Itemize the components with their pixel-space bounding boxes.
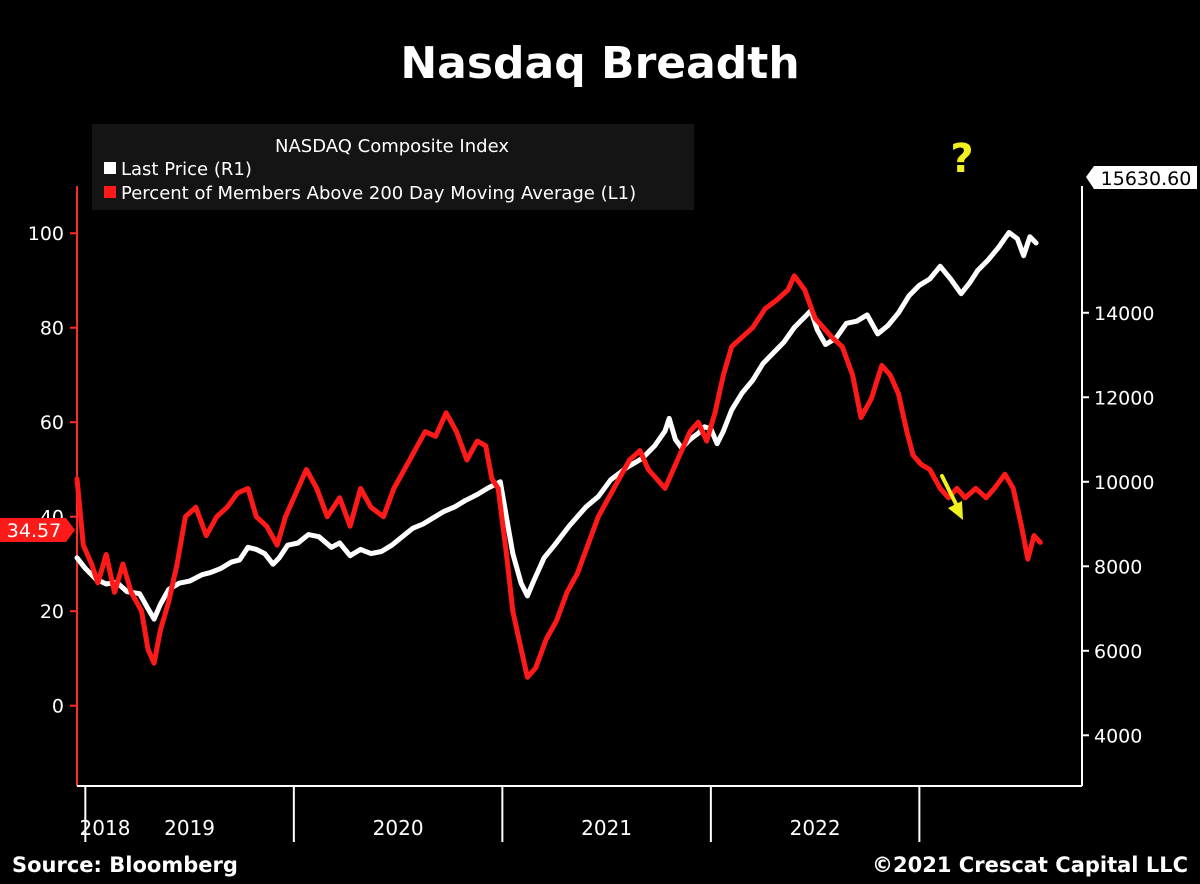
series-line-percent-above-200dma	[74, 273, 1043, 680]
series-line-last-price	[74, 230, 1039, 622]
right-tick-label: 4000	[1094, 725, 1142, 747]
left-tick-label: 20	[40, 601, 64, 623]
x-tick-label: 2020	[373, 816, 424, 840]
legend-box	[92, 124, 694, 210]
arrow-head-icon	[948, 501, 963, 520]
legend-entry-last-price: Last Price (R1)	[121, 159, 252, 180]
right-tick-label: 8000	[1094, 556, 1142, 578]
x-tick-label: 2022	[790, 816, 841, 840]
right-tick-label: 10000	[1094, 472, 1154, 494]
legend-swatch-last-price	[104, 162, 116, 174]
legend: NASDAQ Composite Index Last Price (R1) P…	[92, 124, 694, 210]
right-tick-label: 6000	[1094, 641, 1142, 663]
left-tick-label: 80	[40, 318, 64, 340]
last-price-value: 15630.60	[1101, 168, 1192, 190]
annotation-down-arrow	[940, 474, 963, 520]
x-axis-ticks: 2018 2019 2020 2021 2022	[80, 786, 921, 842]
right-tick-label: 12000	[1094, 387, 1154, 409]
x-tick-label: 2019	[164, 816, 215, 840]
x-tick-label: 2021	[581, 816, 632, 840]
last-price-badge: 15630.60	[1086, 166, 1197, 190]
left-tick-label: 100	[28, 223, 64, 245]
last-percent-badge: 34.57	[0, 518, 75, 542]
legend-title: NASDAQ Composite Index	[275, 136, 509, 157]
last-percent-value: 34.57	[7, 520, 61, 542]
copyright-label: ©2021 Crescat Capital LLC	[872, 853, 1188, 877]
x-tick-label: 2018	[80, 816, 131, 840]
last-percent-badge-shape	[0, 518, 75, 542]
legend-swatch-percent	[104, 186, 116, 198]
chart-title: Nasdaq Breadth	[400, 38, 799, 89]
annotation-question-mark: ?	[950, 136, 973, 182]
source-label: Source: Bloomberg	[12, 853, 238, 877]
left-tick-label: 0	[52, 696, 64, 718]
left-tick-label: 60	[40, 412, 64, 434]
right-axis-ticks: 4000 6000 8000 10000 12000 14000	[1082, 303, 1154, 747]
legend-entry-percent: Percent of Members Above 200 Day Moving …	[121, 183, 636, 204]
arrow-shaft	[940, 474, 960, 510]
last-price-badge-shape	[1086, 166, 1197, 189]
right-tick-label: 14000	[1094, 303, 1154, 325]
